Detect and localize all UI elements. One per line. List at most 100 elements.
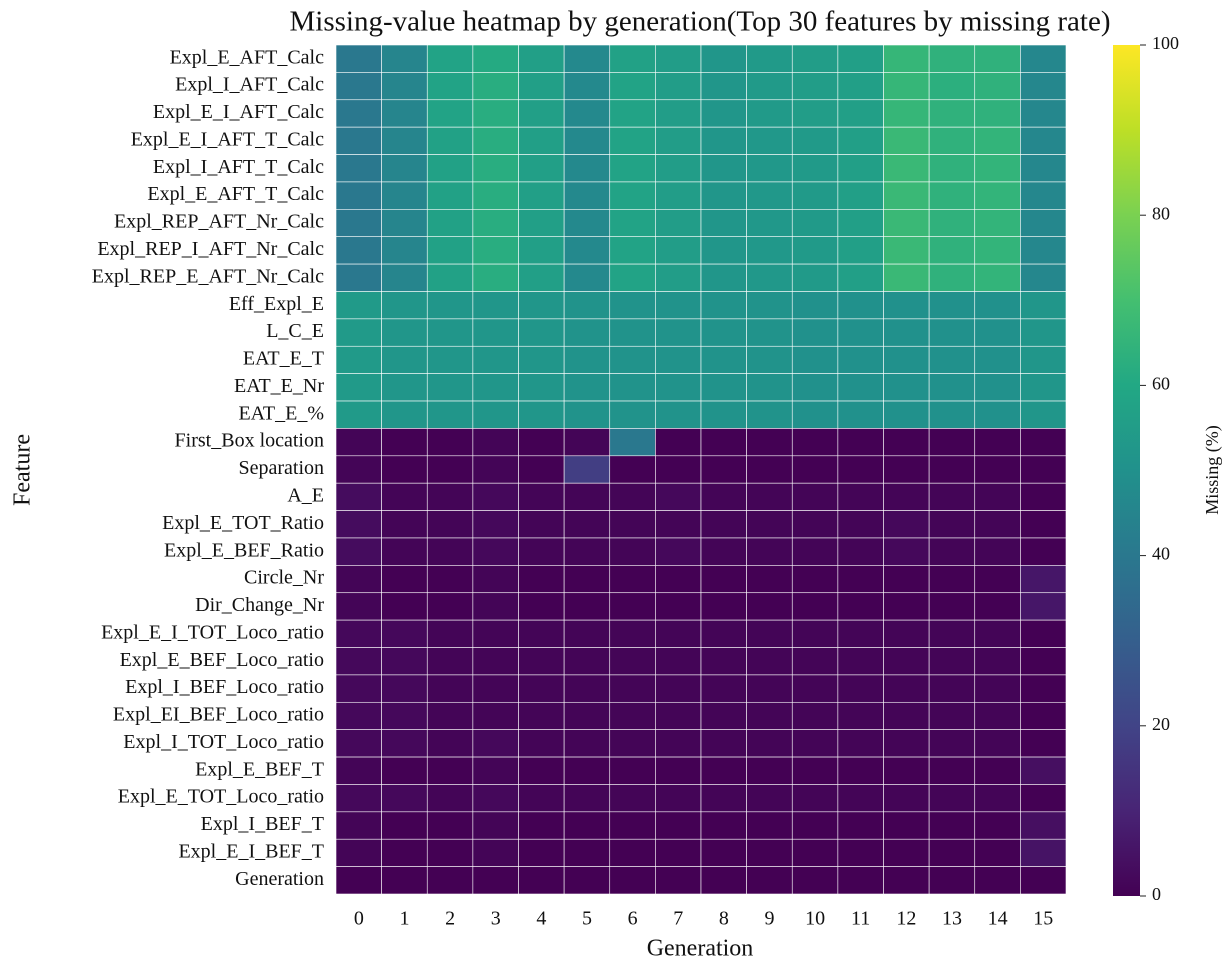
heat-cell	[928, 866, 976, 895]
heat-cell	[746, 72, 793, 101]
row-label: Expl_E_TOT_Loco_ratio	[118, 786, 324, 808]
heat-cell	[746, 619, 793, 648]
row-label: Expl_E_AFT_T_Calc	[147, 183, 324, 205]
heat-cell	[746, 811, 793, 840]
heat-cell	[837, 263, 884, 292]
heat-cell	[472, 647, 519, 676]
heat-cell	[1020, 209, 1067, 238]
heat-cell	[883, 345, 930, 374]
heat-cell	[335, 154, 382, 183]
heat-cell	[928, 263, 976, 292]
heat-cell	[335, 674, 382, 703]
heat-cell	[700, 291, 747, 320]
heat-cell	[609, 291, 656, 320]
heat-cell	[700, 126, 747, 155]
heat-cell	[837, 729, 884, 758]
heat-cell	[381, 72, 428, 101]
heat-cell	[655, 784, 702, 813]
heat-cell	[655, 701, 702, 730]
heat-cell	[837, 565, 884, 594]
heat-cell	[381, 236, 428, 265]
heat-cell	[518, 811, 565, 840]
heat-cell	[426, 455, 474, 484]
row-label: Expl_E_TOT_Ratio	[162, 512, 324, 534]
heat-cell	[837, 838, 884, 867]
heat-cell	[928, 72, 976, 101]
heat-cell	[791, 811, 839, 840]
heat-cell	[335, 537, 382, 566]
heat-cell	[518, 729, 565, 758]
heat-cell	[700, 647, 747, 676]
heat-cell	[1020, 126, 1067, 155]
heat-cell	[883, 701, 930, 730]
heat-cell	[791, 154, 839, 183]
heat-cell	[974, 510, 1021, 539]
heat-cell	[883, 619, 930, 648]
heat-cell	[883, 455, 930, 484]
heat-cell	[746, 154, 793, 183]
row-label: Expl_E_I_AFT_T_Calc	[131, 128, 324, 150]
x-tick-label: 4	[536, 908, 546, 930]
heat-cell	[883, 510, 930, 539]
heat-cell	[655, 756, 702, 785]
heat-cell	[472, 838, 519, 867]
row-label: Expl_I_AFT_T_Calc	[153, 156, 324, 178]
heat-cell	[655, 263, 702, 292]
heat-cell	[974, 811, 1021, 840]
heat-cell	[655, 373, 702, 402]
heat-cell	[746, 428, 793, 457]
x-tick-label: 3	[491, 908, 501, 930]
heat-cell	[609, 674, 656, 703]
heat-cell	[655, 181, 702, 210]
x-tick-label: 11	[851, 908, 870, 930]
heat-cell	[974, 400, 1021, 429]
heat-cell	[609, 565, 656, 594]
chart-title: Missing-value heatmap by generation(Top …	[289, 6, 1110, 38]
heat-cell	[928, 345, 976, 374]
heat-cell	[883, 126, 930, 155]
heat-cell	[700, 428, 747, 457]
heat-cell	[1020, 428, 1067, 457]
heat-cell	[335, 784, 382, 813]
heat-cell	[335, 318, 382, 347]
heat-cell	[426, 428, 474, 457]
heat-cell	[609, 373, 656, 402]
heat-cell	[791, 619, 839, 648]
heat-cell	[974, 126, 1021, 155]
heat-cell	[609, 482, 656, 511]
heat-cell	[609, 99, 656, 128]
heat-cell	[381, 866, 428, 895]
heat-cell	[335, 701, 382, 730]
heat-cell	[928, 565, 976, 594]
row-label: Expl_REP_E_AFT_Nr_Calc	[92, 265, 324, 287]
heat-cell	[1020, 291, 1067, 320]
heat-cell	[335, 455, 382, 484]
heat-cell	[472, 99, 519, 128]
heat-cell	[426, 318, 474, 347]
heat-cell	[426, 126, 474, 155]
heat-cell	[791, 373, 839, 402]
heat-cell	[883, 154, 930, 183]
heat-cell	[472, 811, 519, 840]
heat-cell	[518, 99, 565, 128]
heat-cell	[700, 373, 747, 402]
heat-cell	[883, 756, 930, 785]
heat-cell	[426, 99, 474, 128]
heat-cell	[1020, 318, 1067, 347]
heat-cell	[655, 482, 702, 511]
heat-cell	[335, 263, 382, 292]
heat-cell	[472, 592, 519, 621]
heat-cell	[655, 154, 702, 183]
row-label: Expl_EI_BEF_Loco_ratio	[113, 704, 324, 726]
heat-cell	[746, 455, 793, 484]
heat-cell	[563, 729, 611, 758]
heat-cell	[655, 345, 702, 374]
colorbar-tick-label: 0	[1152, 884, 1161, 904]
heat-cell	[655, 510, 702, 539]
heat-cell	[791, 838, 839, 867]
heat-cell	[563, 428, 611, 457]
row-label: L_C_E	[266, 320, 324, 342]
heat-cell	[837, 373, 884, 402]
heat-cell	[381, 756, 428, 785]
heat-cell	[426, 236, 474, 265]
